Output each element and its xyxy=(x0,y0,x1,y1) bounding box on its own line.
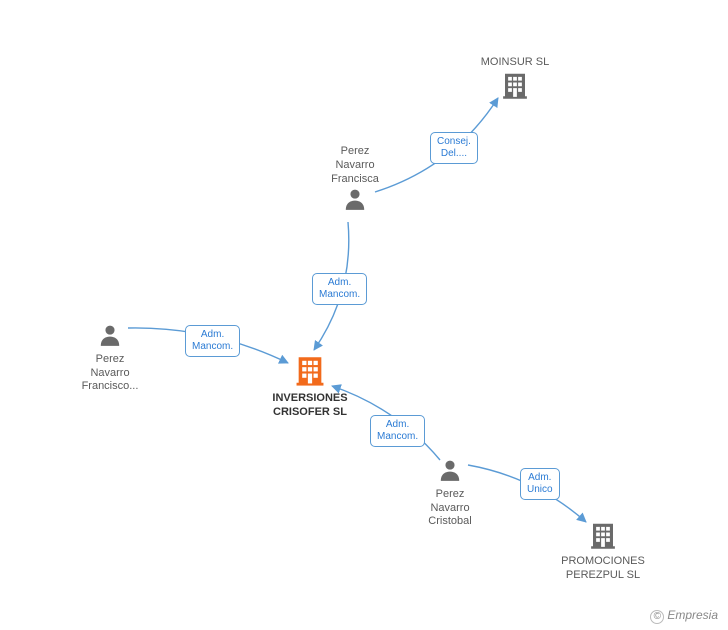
edge-label: Adm. Unico xyxy=(520,468,560,500)
edge-label: Adm. Mancom. xyxy=(185,325,240,357)
node-inv_crisofer[interactable]: INVERSIONES CRISOFER SL xyxy=(260,353,360,419)
person-icon xyxy=(342,186,368,212)
node-pn_francisco[interactable]: Perez Navarro Francisco... xyxy=(60,322,160,394)
node-promociones[interactable]: PROMOCIONES PEREZPUL SL xyxy=(553,520,653,582)
node-label: Perez Navarro Francisca xyxy=(305,145,405,186)
node-label: INVERSIONES CRISOFER SL xyxy=(260,392,360,420)
building-icon xyxy=(500,70,530,100)
copyright-icon: © xyxy=(650,610,664,624)
edge-label: Adm. Mancom. xyxy=(370,415,425,447)
node-label: PROMOCIONES PEREZPUL SL xyxy=(553,555,653,583)
node-moinsur[interactable]: MOINSUR SL xyxy=(465,56,565,105)
node-label: Perez Navarro Francisco... xyxy=(60,353,160,394)
building-icon xyxy=(293,353,327,387)
node-label: MOINSUR SL xyxy=(465,56,565,70)
watermark-text: Empresia xyxy=(667,608,718,622)
node-pn_cristobal[interactable]: Perez Navarro Cristobal xyxy=(400,457,500,529)
edge-label: Consej. Del.... xyxy=(430,132,478,164)
building-icon xyxy=(588,520,618,550)
person-icon xyxy=(437,457,463,483)
person-icon xyxy=(97,322,123,348)
edge-label: Adm. Mancom. xyxy=(312,273,367,305)
node-label: Perez Navarro Cristobal xyxy=(400,488,500,529)
watermark: ©Empresia xyxy=(650,608,718,624)
node-pn_francisca[interactable]: Perez Navarro Francisca xyxy=(305,145,405,217)
